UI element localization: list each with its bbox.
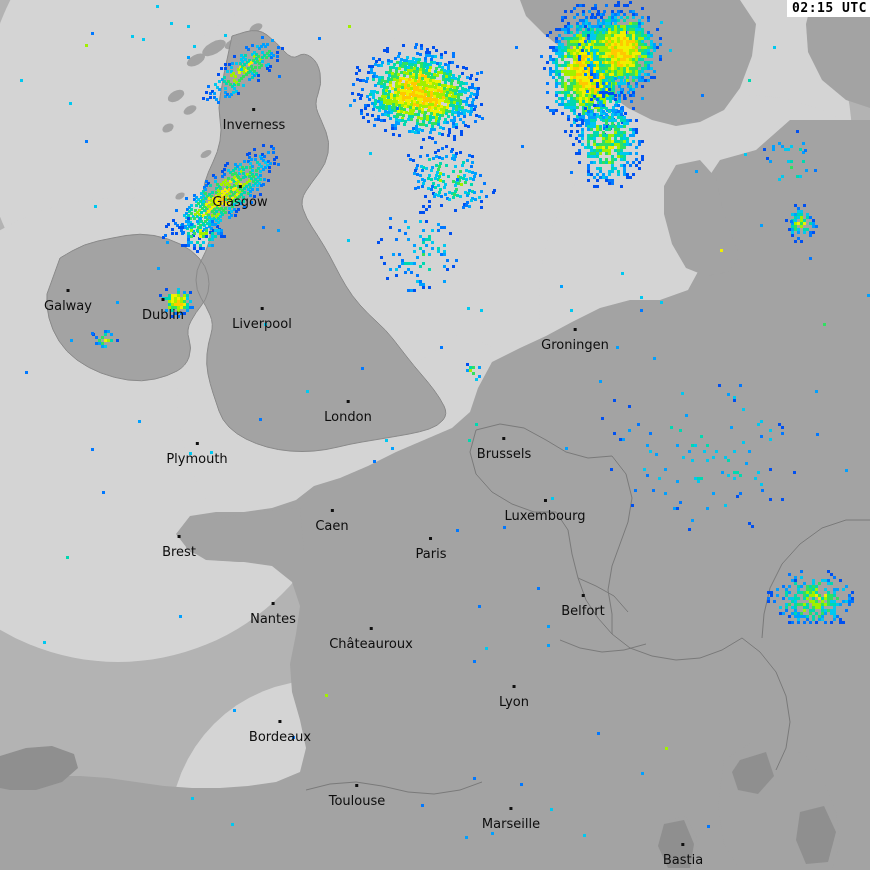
city-label-toulouse: Toulouse xyxy=(328,784,386,809)
city-label-ch-teauroux: Châteauroux xyxy=(329,627,413,652)
city-marker-dot xyxy=(581,594,585,597)
city-label-paris: Paris xyxy=(415,537,447,562)
city-marker-dot xyxy=(177,535,181,538)
city-label-liverpool: Liverpool xyxy=(232,307,292,332)
city-marker-dot xyxy=(238,185,242,188)
city-label-dublin: Dublin xyxy=(142,298,184,323)
city-name-text: Glasgow xyxy=(212,195,268,210)
city-marker-dot xyxy=(271,602,275,605)
city-name-text: Paris xyxy=(415,547,447,562)
city-marker-dot xyxy=(502,437,506,440)
city-marker-dot xyxy=(369,627,373,630)
city-name-text: Luxembourg xyxy=(504,509,586,524)
city-marker-dot xyxy=(429,537,433,540)
city-marker-dot xyxy=(681,843,685,846)
city-name-text: Liverpool xyxy=(232,317,292,332)
city-marker-dot xyxy=(543,499,547,502)
city-label-bordeaux: Bordeaux xyxy=(248,720,312,745)
city-marker-dot xyxy=(346,400,350,403)
city-marker-dot xyxy=(355,784,359,787)
city-name-text: Plymouth xyxy=(166,452,228,467)
city-label-galway: Galway xyxy=(44,289,92,314)
city-name-text: Marseille xyxy=(481,817,541,832)
city-marker-dot xyxy=(509,807,513,810)
city-label-luxembourg: Luxembourg xyxy=(504,499,586,524)
city-marker-dot xyxy=(66,289,70,292)
city-marker-dot xyxy=(573,328,577,331)
city-label-groningen: Groningen xyxy=(541,328,609,353)
city-name-text: Belfort xyxy=(561,604,605,619)
city-name-text: Lyon xyxy=(499,695,529,710)
city-marker-dot xyxy=(260,307,264,310)
city-name-text: Caen xyxy=(315,519,349,534)
city-label-plymouth: Plymouth xyxy=(166,442,228,467)
city-name-text: London xyxy=(324,410,372,425)
city-name-text: Brussels xyxy=(476,447,532,462)
city-marker-dot xyxy=(161,298,165,301)
city-marker-dot xyxy=(195,442,199,445)
city-name-text: Châteauroux xyxy=(329,637,413,652)
city-name-text: Groningen xyxy=(541,338,609,353)
city-name-text: Inverness xyxy=(222,118,286,133)
city-marker-dot xyxy=(278,720,282,723)
city-name-text: Brest xyxy=(162,545,196,560)
city-name-text: Toulouse xyxy=(328,794,386,809)
city-marker-dot xyxy=(512,685,516,688)
city-label-lyon: Lyon xyxy=(499,685,529,710)
timestamp-badge: 02:15 UTC xyxy=(787,0,870,17)
city-label-belfort: Belfort xyxy=(561,594,605,619)
city-label-glasgow: Glasgow xyxy=(212,185,268,210)
city-label-brussels: Brussels xyxy=(476,437,532,462)
timestamp-text: 02:15 UTC xyxy=(792,1,867,16)
city-name-text: Bordeaux xyxy=(248,730,312,745)
city-label-inverness: Inverness xyxy=(222,108,286,133)
city-name-text: Dublin xyxy=(142,308,184,323)
city-label-caen: Caen xyxy=(315,509,349,534)
city-label-london: London xyxy=(324,400,372,425)
city-marker-dot xyxy=(252,108,256,111)
city-name-text: Nantes xyxy=(250,612,296,627)
city-marker-dot xyxy=(330,509,334,512)
city-name-text: Bastia xyxy=(662,853,704,868)
city-label-brest: Brest xyxy=(162,535,196,560)
city-name-text: Galway xyxy=(44,299,92,314)
city-label-bastia: Bastia xyxy=(662,843,704,868)
city-label-nantes: Nantes xyxy=(250,602,296,627)
city-label-marseille: Marseille xyxy=(481,807,541,832)
